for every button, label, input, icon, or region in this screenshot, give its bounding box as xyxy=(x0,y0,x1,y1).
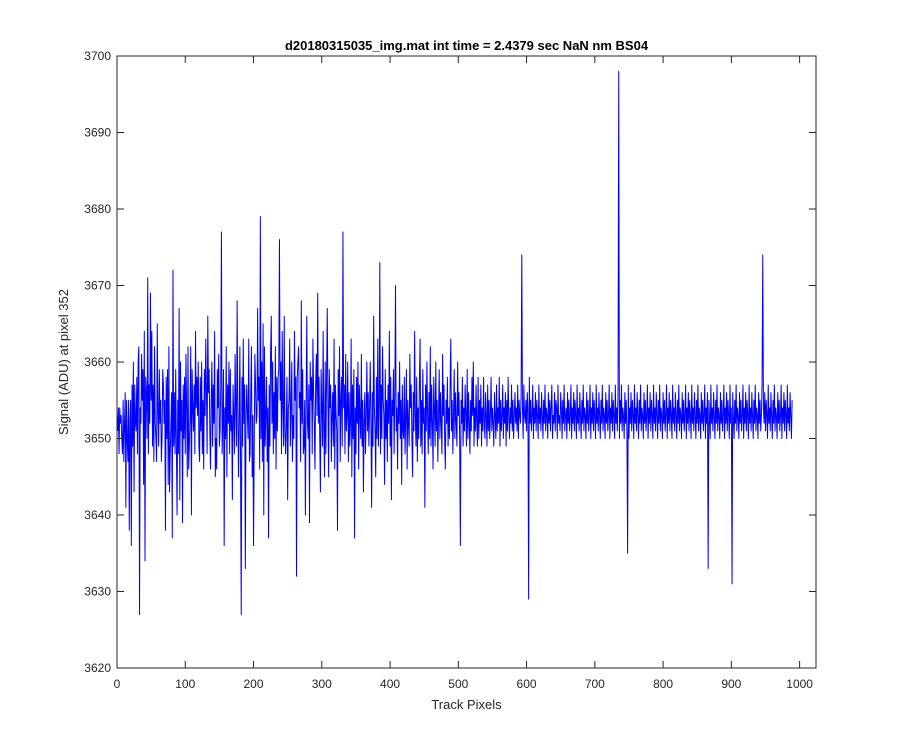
x-tick-label: 600 xyxy=(517,677,537,691)
x-axis: 0 100 200 300 400 500 600 700 800 900 1000 xyxy=(114,56,813,691)
x-tick-label: 200 xyxy=(244,677,264,691)
series-line-0 xyxy=(117,70,793,615)
y-tick-label: 3670 xyxy=(84,279,111,293)
y-tick-label: 3680 xyxy=(84,202,111,216)
y-tick-label: 3620 xyxy=(84,661,111,675)
x-tick-label: 400 xyxy=(380,677,400,691)
x-tick-label: 100 xyxy=(175,677,195,691)
x-tick-label: 700 xyxy=(585,677,605,691)
y-tick-label: 3650 xyxy=(84,432,111,446)
y-tick-label: 3690 xyxy=(84,126,111,140)
x-axis-label: Track Pixels xyxy=(431,697,502,712)
y-tick-label: 3640 xyxy=(84,508,111,522)
y-axis-label: Signal (ADU) at pixel 352 xyxy=(56,289,71,435)
x-tick-label: 1000 xyxy=(786,677,813,691)
y-axis: 3620 3630 3640 3650 3660 3670 3680 3690 3700 xyxy=(84,49,816,675)
series-layer xyxy=(117,70,793,615)
y-tick-label: 3630 xyxy=(84,585,111,599)
x-tick-label: 500 xyxy=(448,677,468,691)
chart-title: d20180315035_img.mat int time = 2.4379 s… xyxy=(285,38,649,53)
x-tick-label: 800 xyxy=(653,677,673,691)
plot-area xyxy=(117,56,816,668)
x-tick-label: 300 xyxy=(312,677,332,691)
x-tick-label: 900 xyxy=(721,677,741,691)
y-tick-label: 3660 xyxy=(84,355,111,369)
x-tick-label: 0 xyxy=(114,677,121,691)
y-tick-label: 3700 xyxy=(84,49,111,63)
